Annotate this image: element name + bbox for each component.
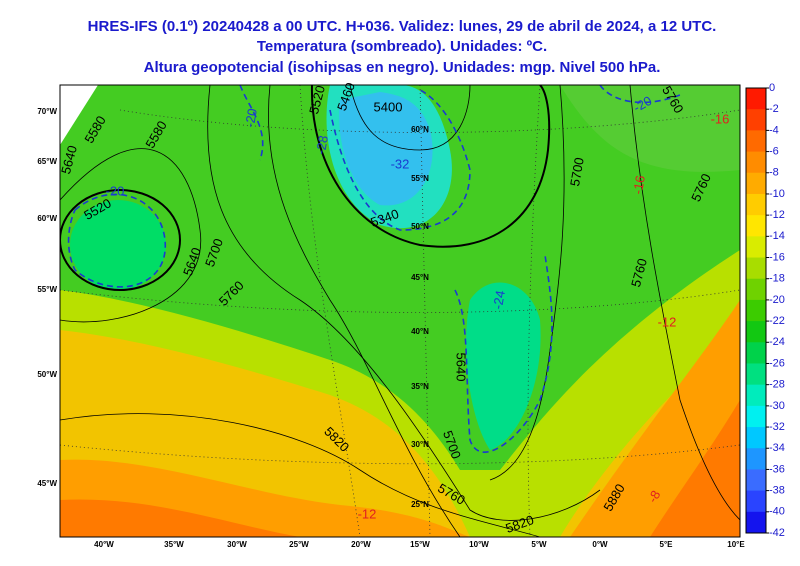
- temperature-contour-label: -16: [711, 111, 730, 126]
- temperature-contour-label: -12: [358, 506, 377, 521]
- colorbar-cell: [746, 469, 766, 492]
- left-axis-label: 45°W: [37, 479, 57, 488]
- bottom-axis-label: 40°W: [94, 540, 114, 549]
- colorbar-label: -14: [769, 230, 785, 242]
- colorbar-cell: [746, 278, 766, 301]
- colorbar-label: -12: [769, 209, 785, 221]
- left-axis-label: 65°W: [37, 157, 57, 166]
- bottom-axis-label: 35°W: [164, 540, 184, 549]
- map-lines: [60, 85, 740, 537]
- colorbar-label: 0: [769, 82, 775, 94]
- colorbar-frame: [745, 87, 767, 534]
- latitude-label: 40°N: [411, 327, 429, 336]
- latitude-label: 55°N: [411, 174, 429, 183]
- colorbar-label: -16: [769, 251, 785, 263]
- temperature-contour-label: -12: [658, 314, 677, 329]
- bottom-axis-label: 5°E: [660, 540, 674, 549]
- latitude-label: 30°N: [411, 440, 429, 449]
- height-contour-label: 5400: [374, 99, 403, 114]
- bottom-axis-label: 0°W: [592, 540, 608, 549]
- bottom-axis-label: 20°W: [351, 540, 371, 549]
- colorbar-label: -36: [769, 463, 785, 475]
- map-shading: [60, 85, 740, 537]
- colorbar-label: -18: [769, 273, 785, 285]
- colorbar-label: -30: [769, 400, 785, 412]
- colorbar-cell: [746, 342, 766, 364]
- colorbar-label: -42: [769, 527, 785, 539]
- colorbar-label: -8: [769, 167, 779, 179]
- latitude-label: 50°N: [411, 222, 429, 231]
- height-contour-label: 5520: [306, 84, 328, 116]
- colorbar-cell: [746, 363, 766, 386]
- height-contour-label: 5640: [454, 353, 469, 382]
- colorbar-label: -24: [769, 336, 785, 348]
- map-frame: [59, 84, 741, 538]
- colorbar-cell: [746, 299, 766, 322]
- height-contour-label: 5760: [628, 257, 650, 289]
- temperature-contour-label: -24: [490, 289, 508, 310]
- latitude-label: 60°N: [411, 125, 429, 134]
- colorbar-cell: [746, 151, 766, 174]
- left-axis-label: 60°W: [37, 214, 57, 223]
- colorbar-label: -32: [769, 421, 785, 433]
- bottom-axis-label: 15°W: [410, 540, 430, 549]
- temperature-contour-label: -28: [313, 134, 331, 155]
- colorbar-cell: [746, 109, 766, 131]
- colorbar-label: -20: [769, 294, 785, 306]
- title-line: Temperatura (sombreado). Unidades: ºC.: [257, 38, 547, 55]
- colorbar-cell: [746, 384, 766, 407]
- colorbar-label: -38: [769, 485, 785, 497]
- bottom-axis-label: 25°W: [289, 540, 309, 549]
- title-line: HRES-IFS (0.1º) 20240428 a 00 UTC. H+036…: [88, 18, 717, 35]
- colorbar-cell: [746, 448, 766, 470]
- colorbar-cell: [746, 193, 766, 216]
- colorbar-cell: [746, 405, 766, 428]
- latitude-label: 35°N: [411, 382, 429, 391]
- colorbar-cell: [746, 511, 766, 534]
- colorbar-cell: [746, 130, 766, 153]
- height-contour-label: 5700: [567, 156, 587, 187]
- colorbar-label: -34: [769, 442, 785, 454]
- temperature-contour-label: -20: [242, 107, 260, 128]
- left-axis-label: 70°W: [37, 107, 57, 116]
- colorbar-label: -26: [769, 357, 785, 369]
- bottom-axis-label: 10°W: [469, 540, 489, 549]
- height-contour-label: 5640: [58, 144, 80, 176]
- colorbar-label: -28: [769, 379, 785, 391]
- colorbar-cell: [746, 490, 766, 513]
- temperature-contour-label: -20: [106, 183, 125, 198]
- colorbar-cell: [746, 172, 766, 195]
- bottom-axis-label: 5°W: [531, 540, 547, 549]
- colorbar-cell: [746, 427, 766, 449]
- colorbar-cell: [746, 236, 766, 259]
- temperature-contour-label: -32: [391, 156, 410, 171]
- colorbar-label: -2: [769, 103, 779, 115]
- colorbar-cell: [746, 215, 766, 237]
- title-line: Altura geopotencial (isohipsas en negro)…: [144, 59, 661, 76]
- colorbar-label: -40: [769, 506, 785, 518]
- temperature-contour-label: -16: [630, 174, 648, 195]
- colorbar-label: -6: [769, 145, 779, 157]
- bottom-axis-label: 30°W: [227, 540, 247, 549]
- colorbar-cell: [746, 257, 766, 280]
- colorbar-cell: [746, 88, 766, 110]
- colorbar-label: -22: [769, 315, 785, 327]
- latitude-label: 45°N: [411, 273, 429, 282]
- colorbar-label: -4: [769, 124, 779, 136]
- latitude-label: 25°N: [411, 500, 429, 509]
- bottom-axis-label: 10°E: [727, 540, 745, 549]
- left-axis-label: 50°W: [37, 370, 57, 379]
- left-axis-label: 55°W: [37, 285, 57, 294]
- colorbar-label: -10: [769, 188, 785, 200]
- colorbar-cell: [746, 321, 766, 343]
